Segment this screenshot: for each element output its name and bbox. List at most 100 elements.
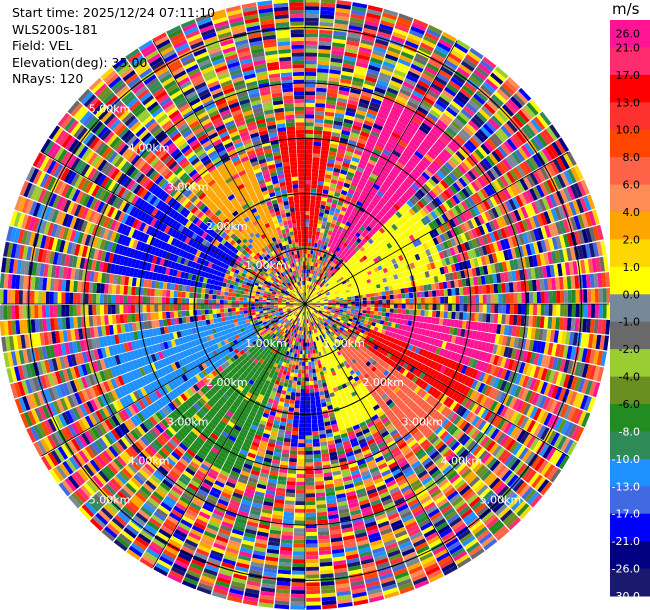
velocity-gate <box>305 477 315 482</box>
velocity-gate <box>305 512 317 517</box>
velocity-gate <box>350 210 357 217</box>
velocity-gate <box>310 400 316 405</box>
velocity-gate <box>347 143 356 150</box>
velocity-gate <box>306 539 318 544</box>
velocity-gate <box>404 287 409 294</box>
velocity-gate <box>441 213 449 223</box>
velocity-gate <box>369 259 376 265</box>
velocity-gate <box>341 272 346 277</box>
velocity-gate <box>305 416 312 421</box>
velocity-gate <box>305 122 314 127</box>
velocity-gate <box>408 97 421 106</box>
velocity-gate <box>305 6 320 11</box>
velocity-gate <box>365 247 371 253</box>
velocity-gate <box>408 292 414 299</box>
velocity-gate <box>491 115 503 128</box>
velocity-gate <box>403 191 412 200</box>
velocity-gate <box>351 128 361 135</box>
velocity-gate <box>305 64 317 69</box>
velocity-gate <box>548 304 553 316</box>
velocity-gate <box>310 353 314 358</box>
velocity-gate <box>477 128 489 141</box>
velocity-gate <box>575 289 580 303</box>
velocity-gate <box>305 419 312 424</box>
velocity-gate <box>344 212 351 218</box>
velocity-gate <box>307 342 310 347</box>
velocity-gate <box>318 52 331 58</box>
velocity-gate <box>352 153 362 160</box>
velocity-gate <box>469 207 477 218</box>
velocity-gate <box>316 504 327 509</box>
velocity-gate <box>344 51 357 58</box>
velocity-gate <box>429 163 439 173</box>
velocity-gate <box>509 304 514 315</box>
velocity-gate <box>512 167 523 180</box>
velocity-gate <box>313 376 318 381</box>
velocity-gate <box>286 481 296 486</box>
velocity-gate <box>438 135 450 146</box>
velocity-gate <box>434 141 445 151</box>
velocity-gate <box>305 153 313 158</box>
velocity-gate <box>325 291 330 295</box>
velocity-gate <box>442 89 455 100</box>
velocity-gate <box>385 312 390 317</box>
velocity-gate <box>320 204 326 210</box>
velocity-gate <box>386 299 391 304</box>
velocity-gate <box>455 304 460 312</box>
velocity-gate <box>358 309 363 313</box>
velocity-gate <box>527 121 539 135</box>
velocity-gate <box>377 112 388 120</box>
velocity-gate <box>338 226 344 232</box>
velocity-gate <box>380 152 390 160</box>
velocity-gate <box>396 175 405 184</box>
velocity-gate <box>306 334 309 339</box>
velocity-gate <box>401 84 413 94</box>
velocity-gate <box>392 192 401 201</box>
velocity-gate <box>340 189 348 196</box>
velocity-gate <box>332 38 346 44</box>
velocity-gate <box>451 120 463 131</box>
velocity-gate <box>542 128 555 143</box>
velocity-gate <box>408 141 419 151</box>
velocity-gate <box>410 63 424 73</box>
velocity-gate <box>368 64 381 72</box>
velocity-gate <box>312 431 319 436</box>
velocity-gate <box>342 267 347 273</box>
velocity-gate <box>305 215 310 219</box>
velocity-gate <box>314 364 319 369</box>
velocity-gate <box>385 290 390 296</box>
velocity-gate <box>529 304 534 315</box>
velocity-gate <box>412 240 419 248</box>
velocity-gate <box>521 304 526 315</box>
velocity-gate <box>374 245 380 252</box>
velocity-gate <box>459 295 464 304</box>
velocity-gate <box>367 109 378 116</box>
velocity-gate <box>305 106 315 111</box>
velocity-gate <box>566 151 577 166</box>
velocity-gate <box>313 223 318 228</box>
velocity-gate <box>334 164 342 170</box>
velocity-gate <box>315 106 325 112</box>
velocity-gate <box>305 29 319 34</box>
velocity-gate <box>314 283 318 288</box>
velocity-gate <box>320 14 335 20</box>
velocity-gate <box>359 42 373 50</box>
velocity-gate <box>366 307 371 311</box>
velocity-gate <box>492 165 503 177</box>
velocity-gate <box>402 231 409 239</box>
velocity-gate <box>339 276 344 281</box>
velocity-gate <box>347 296 352 300</box>
velocity-gate <box>426 28 441 38</box>
velocity-gate <box>332 215 338 221</box>
velocity-gate <box>347 306 352 309</box>
velocity-gate <box>335 7 351 14</box>
velocity-gate <box>310 281 313 286</box>
velocity-gate <box>339 284 344 289</box>
velocity-gate <box>370 254 377 260</box>
velocity-gate <box>361 190 369 197</box>
velocity-gate <box>369 229 376 236</box>
velocity-gate <box>370 235 377 242</box>
velocity-gate <box>336 252 342 257</box>
velocity-gate <box>293 419 299 424</box>
velocity-gate <box>363 300 367 304</box>
